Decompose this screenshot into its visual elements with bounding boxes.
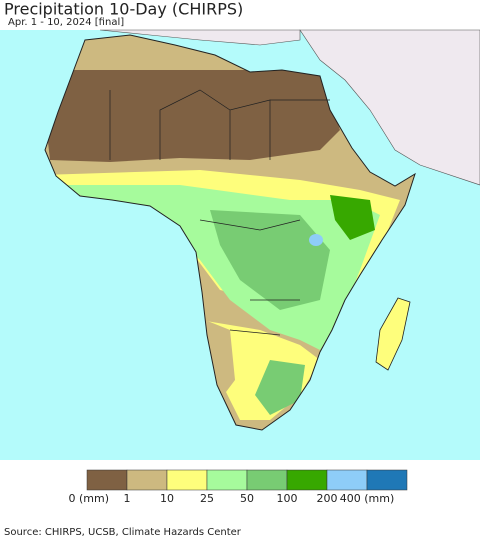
region [330,195,375,240]
legend-swatch [206,469,248,491]
legend-label: 25 [200,492,214,505]
region [255,360,305,415]
legend-label: 10 [160,492,174,505]
title: Precipitation 10-Day (CHIRPS) [4,0,243,19]
region [205,320,235,400]
legend-swatch [366,469,408,491]
legend-label: 1 [124,492,131,505]
region [45,70,340,162]
legend-label: 100 [277,492,298,505]
madagascar [375,297,411,371]
legend-swatch [126,469,168,491]
legend-label: 50 [240,492,254,505]
coastline [44,34,416,431]
legend-label: 0 (mm) [68,492,109,505]
borders [109,89,330,336]
legend-swatch [286,469,328,491]
legend-swatch [86,469,128,491]
lake [309,234,323,246]
source: Source: CHIRPS, UCSB, Climate Hazards Ce… [4,527,242,538]
legend-swatch [166,469,208,491]
region [210,210,330,310]
land-outside [299,29,480,186]
legend: 0 (mm) 1 10 25 50 100 200 400 (mm) [68,469,408,505]
land-outside [99,29,301,46]
legend-swatch [246,469,288,491]
legend-label: 200 [317,492,338,505]
legend-label: 400 (mm) [340,492,395,505]
subtitle: Apr. 1 - 10, 2024 [final] [8,17,124,28]
legend-swatch [326,469,368,491]
